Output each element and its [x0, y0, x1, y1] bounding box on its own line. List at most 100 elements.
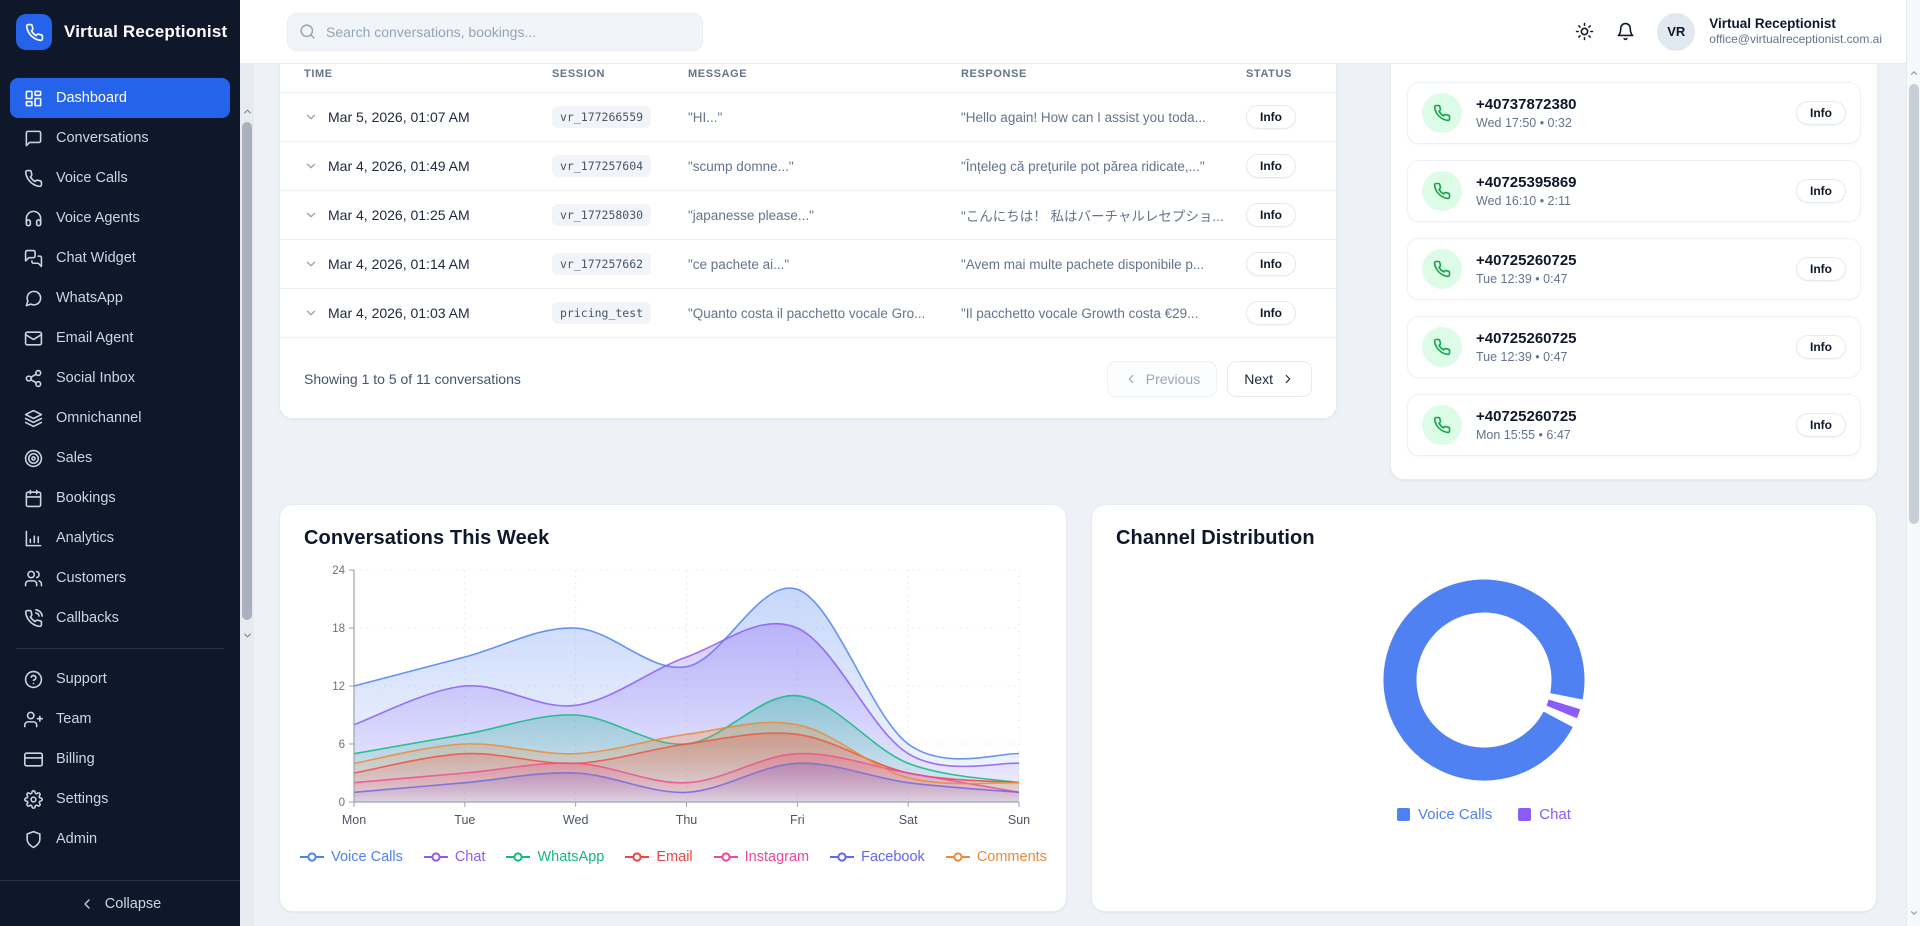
call-meta: Wed 17:50 • 0:32	[1476, 116, 1572, 130]
table-row[interactable]: Mar 5, 2026, 01:07 AM vr_177266559 "HI..."…	[280, 92, 1336, 141]
info-button[interactable]: Info	[1246, 105, 1296, 129]
sidebar-item-billing[interactable]: Billing	[10, 739, 230, 779]
chevron-down-icon[interactable]	[304, 257, 318, 271]
legend-item-facebook[interactable]: Facebook	[829, 849, 925, 865]
week-chart-title: Conversations This Week	[304, 527, 550, 549]
response-cell: "Înțeleg că prețurile pot părea ridicate…	[961, 158, 1205, 174]
scroll-up-icon[interactable]	[1907, 66, 1920, 80]
sidebar-item-voice-calls[interactable]: Voice Calls	[10, 158, 230, 198]
notifications-button[interactable]	[1616, 22, 1635, 41]
call-info: +40725260725 Tue 12:39 • 0:47	[1476, 252, 1577, 286]
theme-toggle-button[interactable]	[1575, 22, 1594, 41]
page-scrollbar-thumb[interactable]	[1909, 84, 1919, 524]
omnichannel-icon	[24, 409, 43, 428]
sidebar-item-analytics[interactable]: Analytics	[10, 518, 230, 558]
chevron-down-icon[interactable]	[304, 208, 318, 222]
legend-item-email[interactable]: Email	[624, 849, 693, 865]
sidebar-item-label: Billing	[56, 751, 95, 767]
sidebar-item-settings[interactable]: Settings	[10, 779, 230, 819]
sidebar-item-bookings[interactable]: Bookings	[10, 478, 230, 518]
call-list-item[interactable]: +40725260725 Tue 12:39 • 0:47 Info	[1407, 238, 1861, 300]
call-info-button[interactable]: Info	[1796, 413, 1846, 437]
page-scrollbar[interactable]	[1906, 0, 1920, 926]
call-info-button[interactable]: Info	[1796, 101, 1846, 125]
legend-item-comments[interactable]: Comments	[945, 849, 1047, 865]
status-cell: Info	[1246, 203, 1312, 227]
legend-item-instagram[interactable]: Instagram	[713, 849, 809, 865]
user-name: Virtual Receptionist	[1709, 15, 1836, 31]
sidebar-item-dashboard[interactable]: Dashboard	[10, 78, 230, 118]
phone-call-icon	[1422, 171, 1462, 211]
sidebar-item-label: Bookings	[56, 490, 116, 506]
sidebar-scrollbar-thumb[interactable]	[242, 122, 252, 620]
chevron-left-icon	[1124, 372, 1138, 386]
legend-marker-icon	[945, 852, 970, 862]
sidebar-item-support[interactable]: Support	[10, 659, 230, 699]
sidebar-scrollbar[interactable]	[240, 64, 254, 926]
search-icon	[299, 23, 316, 40]
info-button[interactable]: Info	[1246, 252, 1296, 276]
chevron-down-icon[interactable]	[304, 159, 318, 173]
info-button[interactable]: Info	[1246, 154, 1296, 178]
next-page-button[interactable]: Next	[1227, 361, 1312, 397]
app-title: Virtual Receptionist	[64, 22, 228, 41]
call-list-item[interactable]: +40737872380 Wed 17:50 • 0:32 Info	[1407, 82, 1861, 144]
sidebar-item-conversations[interactable]: Conversations	[10, 118, 230, 158]
svg-text:12: 12	[332, 681, 345, 693]
sidebar-item-callbacks[interactable]: Callbacks	[10, 598, 230, 638]
legend-label: Facebook	[861, 849, 925, 865]
sidebar-item-admin[interactable]: Admin	[10, 819, 230, 859]
info-button[interactable]: Info	[1246, 203, 1296, 227]
user-email: office@virtualreceptionist.com.ai	[1709, 32, 1882, 47]
sidebar-item-omnichannel[interactable]: Omnichannel	[10, 398, 230, 438]
user-info: Virtual Receptionist office@virtualrecep…	[1709, 16, 1882, 48]
conversations-icon	[24, 129, 43, 148]
call-list-item[interactable]: +40725395869 Wed 16:10 • 2:11 Info	[1407, 160, 1861, 222]
legend-item-voice-calls[interactable]: Voice Calls	[1397, 806, 1492, 823]
chevron-down-icon[interactable]	[304, 306, 318, 320]
previous-page-button[interactable]: Previous	[1106, 361, 1218, 397]
legend-item-whatsapp[interactable]: WhatsApp	[505, 849, 604, 865]
sidebar-item-whatsapp[interactable]: WhatsApp	[10, 278, 230, 318]
status-cell: Info	[1246, 252, 1312, 276]
svg-text:Sun: Sun	[1008, 813, 1030, 827]
table-row[interactable]: Mar 4, 2026, 01:14 AM vr_177257662 "ce pac…	[280, 239, 1336, 288]
table-row[interactable]: Mar 4, 2026, 01:25 AM vr_177258030 "japane…	[280, 190, 1336, 239]
search-input[interactable]	[287, 12, 703, 51]
scroll-up-icon[interactable]	[240, 104, 254, 118]
call-list-item[interactable]: +40725260725 Mon 15:55 • 6:47 Info	[1407, 394, 1861, 456]
sidebar-item-chat-widget[interactable]: Chat Widget	[10, 238, 230, 278]
svg-text:Sat: Sat	[899, 813, 918, 827]
sales-icon	[24, 449, 43, 468]
legend-item-voice-calls[interactable]: Voice Calls	[299, 849, 403, 865]
week-area-chart-svg: 0 6 12 18 24 Mon Tue Wed Thu Fri Sat Sun	[332, 565, 1030, 827]
call-info-button[interactable]: Info	[1796, 335, 1846, 359]
sidebar-item-customers[interactable]: Customers	[10, 558, 230, 598]
info-button[interactable]: Info	[1246, 301, 1296, 325]
sidebar-item-email-agent[interactable]: Email Agent	[10, 318, 230, 358]
legend-swatch-icon	[1518, 808, 1532, 821]
sidebar-item-team[interactable]: Team	[10, 699, 230, 739]
table-row[interactable]: Mar 4, 2026, 01:03 AM pricing_test "Quanto…	[280, 288, 1336, 337]
table-row[interactable]: Mar 4, 2026, 01:49 AM vr_177257604 "scump …	[280, 141, 1336, 190]
avatar[interactable]: VR	[1657, 12, 1696, 51]
call-info-button[interactable]: Info	[1796, 179, 1846, 203]
sidebar-item-social-inbox[interactable]: Social Inbox	[10, 358, 230, 398]
sidebar-item-voice-agents[interactable]: Voice Agents	[10, 198, 230, 238]
svg-text:Mon: Mon	[342, 813, 366, 827]
call-info-button[interactable]: Info	[1796, 257, 1846, 281]
sidebar-item-label: Conversations	[56, 130, 149, 146]
sidebar-item-sales[interactable]: Sales	[10, 438, 230, 478]
legend-item-chat[interactable]: Chat	[1518, 806, 1571, 823]
column-header-response: RESPONSE	[961, 68, 1027, 80]
scroll-down-icon[interactable]	[240, 628, 254, 642]
app-logo[interactable]: Virtual Receptionist	[0, 0, 240, 64]
status-cell: Info	[1246, 154, 1312, 178]
scroll-down-icon[interactable]	[1907, 906, 1920, 920]
sidebar-collapse-button[interactable]: Collapse	[0, 880, 240, 926]
legend-marker-icon	[830, 852, 855, 862]
call-list-item[interactable]: +40725260725 Tue 12:39 • 0:47 Info	[1407, 316, 1861, 378]
sidebar-item-label: Dashboard	[56, 90, 127, 106]
chevron-down-icon[interactable]	[304, 110, 318, 124]
legend-item-chat[interactable]: Chat	[423, 849, 485, 865]
